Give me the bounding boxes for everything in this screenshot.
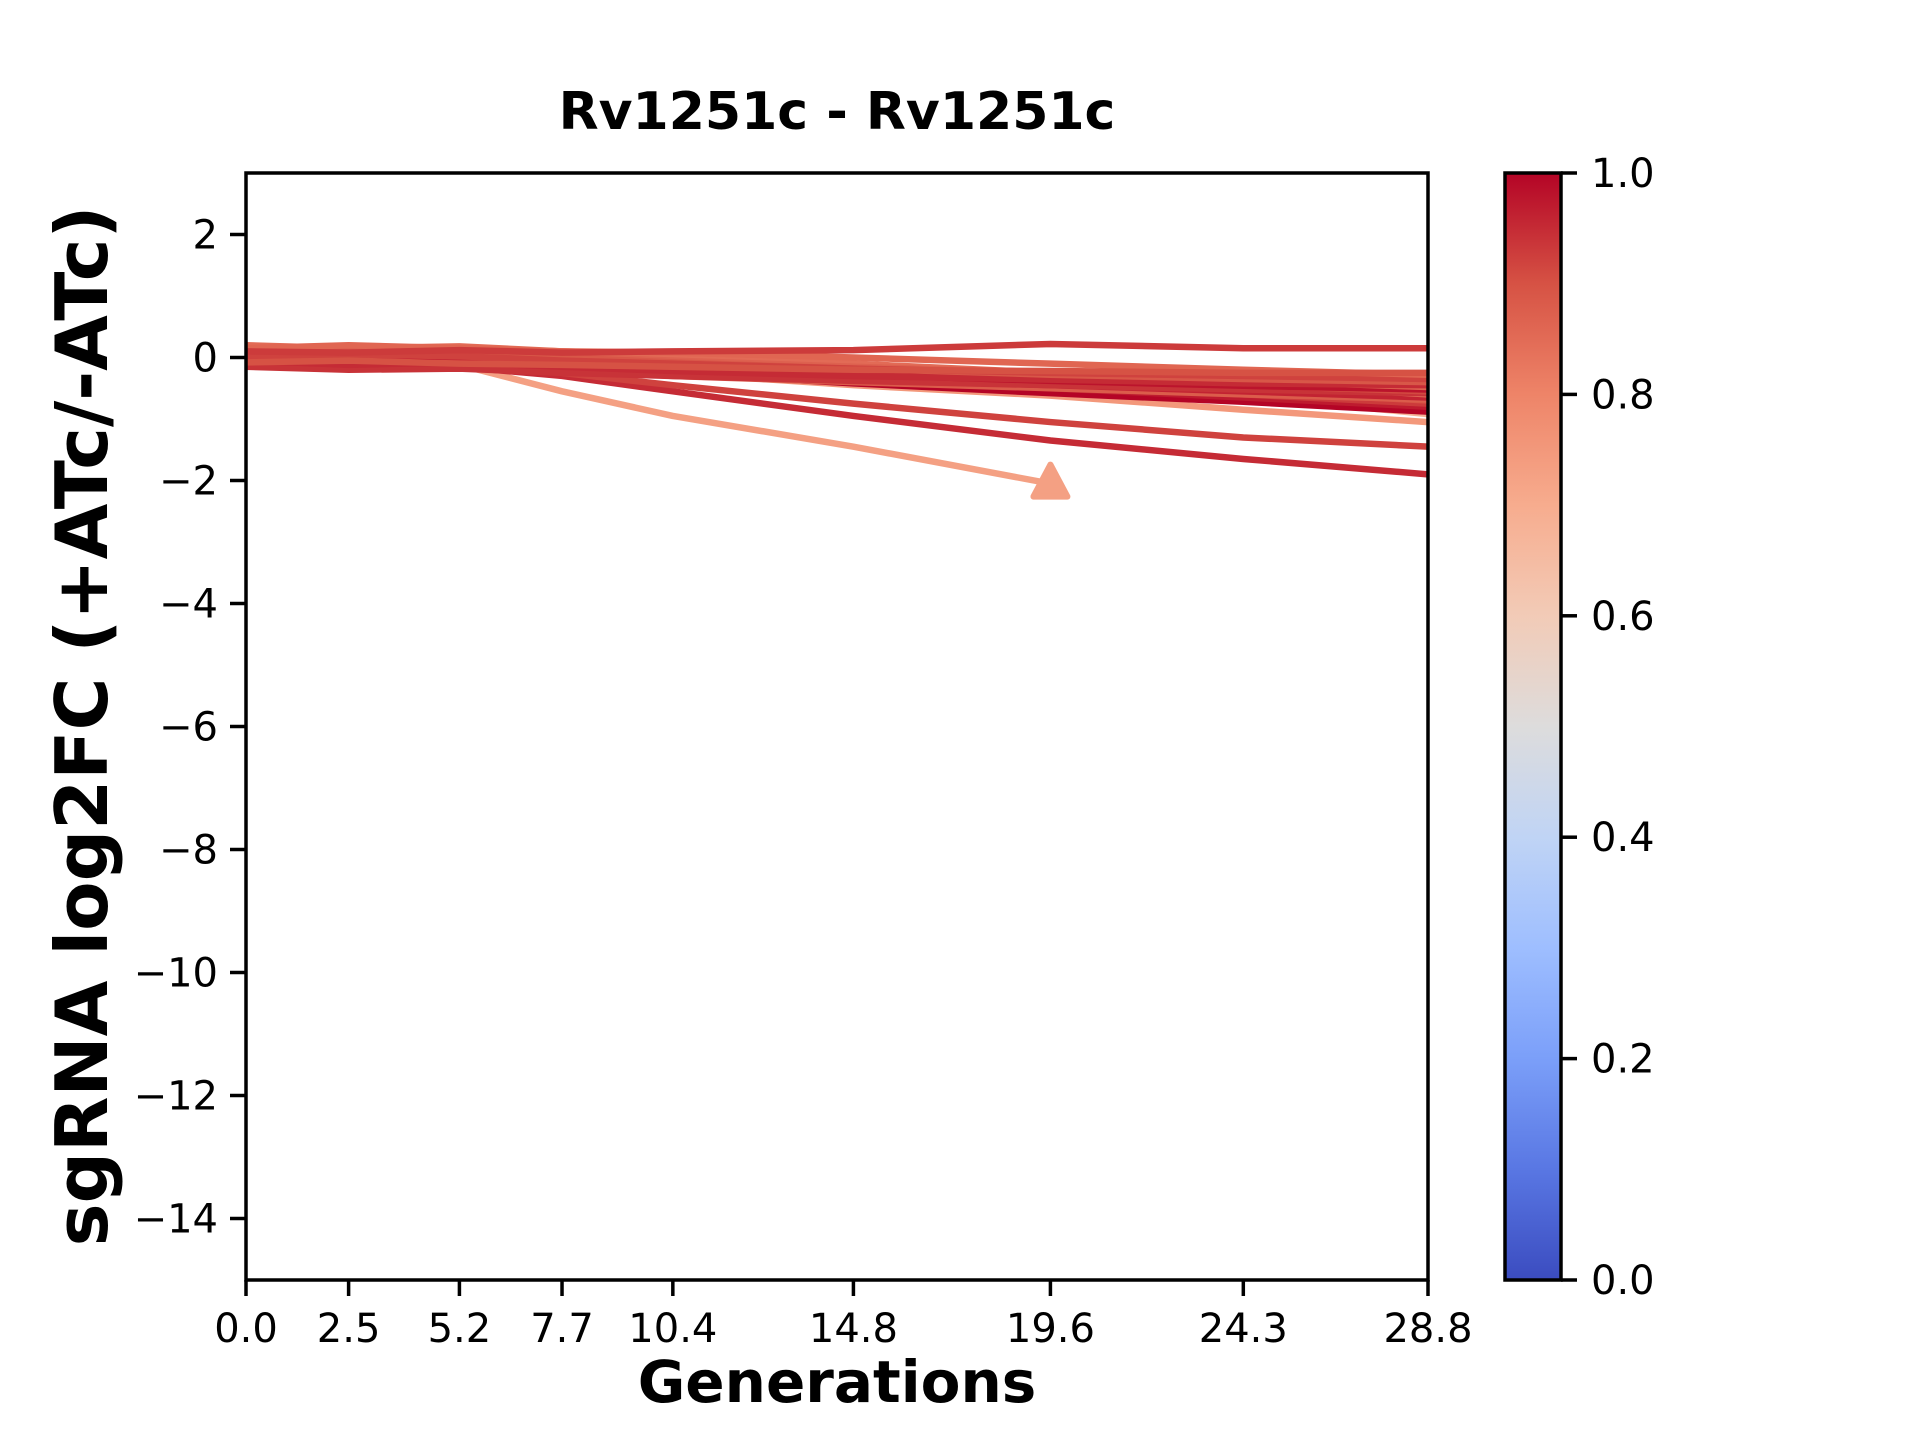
series-line — [246, 363, 1428, 397]
x-axis-ticks: 0.0 2.5 5.2 7.7 10.4 14.8 19.6 24.3 28.8 — [214, 1280, 1473, 1352]
colorbar-tick-label: 0.4 — [1591, 815, 1655, 861]
x-tick-label: 14.8 — [809, 1306, 898, 1352]
colorbar-tick-label: 0.8 — [1591, 372, 1655, 418]
x-tick-label: 0.0 — [214, 1306, 278, 1352]
colorbar: 0.0 0.2 0.4 0.6 0.8 1.0 — [1503, 151, 1655, 1304]
x-tick-label: 28.8 — [1383, 1306, 1472, 1352]
y-axis-label: sgRNA log2FC (+ATc/-ATc) — [40, 205, 124, 1247]
x-tick-label: 7.7 — [530, 1306, 594, 1352]
y-tick-label: −2 — [159, 459, 218, 505]
y-tick-label: −4 — [159, 582, 218, 628]
series-line — [246, 340, 1428, 356]
series-lines — [246, 340, 1428, 500]
colorbar-tick-label: 0.6 — [1591, 594, 1655, 640]
y-tick-label: −6 — [159, 705, 218, 751]
y-tick-label: −10 — [134, 951, 218, 997]
triangle-up-marker — [1030, 461, 1071, 500]
colorbar-gradient — [1503, 171, 1563, 1282]
colorbar-tick-label: 0.0 — [1591, 1258, 1655, 1304]
axes-border — [244, 171, 1430, 1282]
x-tick-label: 5.2 — [428, 1306, 492, 1352]
x-tick-label: 2.5 — [317, 1306, 381, 1352]
x-tick-label: 19.6 — [1006, 1306, 1095, 1352]
chart-title: Rv1251c - Rv1251c — [558, 82, 1116, 142]
colorbar-tick-label: 0.2 — [1591, 1037, 1655, 1083]
y-axis-ticks: 2 0 −2 −4 −6 −8 −10 −12 −14 — [134, 213, 246, 1243]
x-axis-label: Generations — [637, 1348, 1037, 1416]
x-tick-label: 24.3 — [1199, 1306, 1288, 1352]
y-tick-label: 2 — [193, 213, 218, 259]
y-tick-label: 0 — [193, 336, 218, 382]
series-line — [246, 357, 1428, 377]
x-tick-label: 10.4 — [628, 1306, 717, 1352]
y-tick-label: −8 — [159, 828, 218, 874]
colorbar-tick-label: 1.0 — [1591, 151, 1655, 197]
y-tick-label: −14 — [134, 1197, 218, 1243]
y-tick-label: −12 — [134, 1074, 218, 1120]
